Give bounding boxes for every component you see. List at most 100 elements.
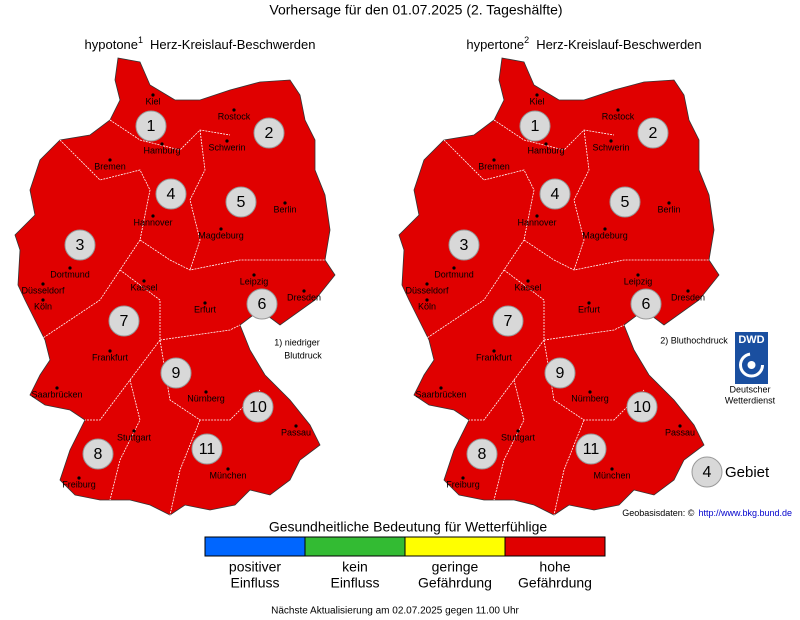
city-dot — [219, 227, 223, 231]
region-number: 4 — [551, 186, 560, 203]
city-label: Passau — [665, 427, 695, 437]
legend-label: Gefährdung — [518, 575, 592, 591]
city-dot — [203, 301, 207, 305]
region-border — [493, 379, 525, 501]
city-dot — [425, 282, 429, 286]
city-dot — [151, 93, 155, 97]
city-label: Kiel — [145, 96, 160, 106]
city-dot — [55, 386, 59, 390]
city-label: Berlin — [657, 204, 680, 214]
city-label: Dresden — [671, 292, 705, 302]
region-circle — [448, 229, 480, 261]
region-circle — [246, 288, 278, 320]
city-label: Nürnberg — [571, 393, 609, 403]
key-circle — [691, 456, 723, 488]
city-dot — [678, 424, 682, 428]
city-dot — [41, 282, 45, 286]
city-dot — [68, 266, 72, 270]
city-dot — [108, 349, 112, 353]
city-dot — [132, 429, 136, 433]
map: hypotone1 Herz-Kreislauf-BeschwerdenKielR… — [14, 35, 336, 516]
city-dot — [108, 158, 112, 162]
city-label: Leipzig — [240, 276, 269, 286]
map-title-sup: 2 — [524, 35, 529, 45]
city-label: Köln — [418, 301, 436, 311]
region-number: 10 — [249, 399, 267, 416]
city-dot — [535, 93, 539, 97]
city-dot — [588, 390, 592, 394]
city-label: Magdeburg — [582, 230, 628, 240]
city-label: Bremen — [478, 161, 510, 171]
region-border — [493, 119, 615, 151]
logo-swirl — [739, 352, 764, 378]
region-circle — [155, 178, 187, 210]
region-circle — [108, 305, 140, 337]
map-title-subtitle: Herz-Kreislauf-Beschwerden — [150, 37, 315, 52]
city-label: Dortmund — [434, 269, 474, 279]
city-dot — [41, 298, 45, 302]
city-label: Hannover — [517, 217, 556, 227]
city-dot — [587, 301, 591, 305]
legend-swatch — [404, 536, 506, 557]
footnote: 2) Bluthochdruck — [660, 335, 728, 345]
city-dot — [603, 227, 607, 231]
logo-swirl-core — [747, 361, 756, 369]
city-label: Düsseldorf — [21, 285, 65, 295]
city-label: Hannover — [133, 217, 172, 227]
legend-swatch — [504, 536, 606, 557]
city-label: Hamburg — [527, 145, 564, 155]
region-border — [543, 324, 625, 341]
legend-label: Gefährdung — [418, 575, 492, 591]
region-number: 1 — [147, 118, 156, 135]
city-label: Saarbrücken — [31, 389, 82, 399]
city-label: Erfurt — [194, 304, 217, 314]
region-number: 9 — [556, 365, 565, 382]
legend-label: geringe — [432, 559, 479, 575]
region-border — [85, 269, 161, 421]
city-dot — [526, 279, 530, 283]
region-number: 4 — [167, 186, 176, 203]
map-title-title: hypertone — [466, 37, 524, 52]
region-border — [523, 239, 714, 271]
region-border — [189, 129, 206, 271]
region-border — [553, 419, 585, 516]
city-label: Saarbrücken — [415, 389, 466, 399]
update-note: Nächste Aktualisierung am 02.07.2025 geg… — [271, 606, 519, 617]
region-border — [139, 239, 330, 271]
city-label: Stuttgart — [117, 432, 152, 442]
city-label: Schwerin — [592, 142, 629, 152]
legend-label: positiver — [229, 559, 281, 575]
city-dot — [461, 476, 465, 480]
city-label: München — [593, 470, 630, 480]
key-label: Gebiet — [725, 464, 770, 481]
region-border — [109, 379, 141, 501]
city-dot — [492, 158, 496, 162]
city-dot — [204, 390, 208, 394]
city-label: Freiburg — [446, 479, 480, 489]
region-circle — [492, 305, 524, 337]
region-circle — [539, 178, 571, 210]
region-number: 2 — [265, 125, 274, 142]
legend-swatch — [304, 536, 406, 557]
region-circle — [135, 110, 167, 142]
legend-title: Gesundheitliche Bedeutung für Wetterfühl… — [269, 519, 548, 535]
city-dot — [686, 289, 690, 293]
region-circle — [626, 391, 658, 423]
region-number: 7 — [120, 313, 129, 330]
footnote: 1) niedriger — [274, 337, 320, 347]
legend-swatch — [204, 536, 306, 557]
source-label: Geobasisdaten: © — [622, 508, 695, 518]
city-dot — [667, 201, 671, 205]
city-label: Frankfurt — [92, 352, 129, 362]
city-dot — [452, 266, 456, 270]
region-circle — [609, 186, 641, 218]
region-border — [39, 139, 151, 341]
city-label: München — [209, 470, 246, 480]
region-circle — [64, 229, 96, 261]
city-label: Bremen — [94, 161, 126, 171]
region-number: 9 — [172, 365, 181, 382]
city-dot — [516, 429, 520, 433]
city-dot — [151, 214, 155, 218]
city-dot — [225, 139, 229, 143]
